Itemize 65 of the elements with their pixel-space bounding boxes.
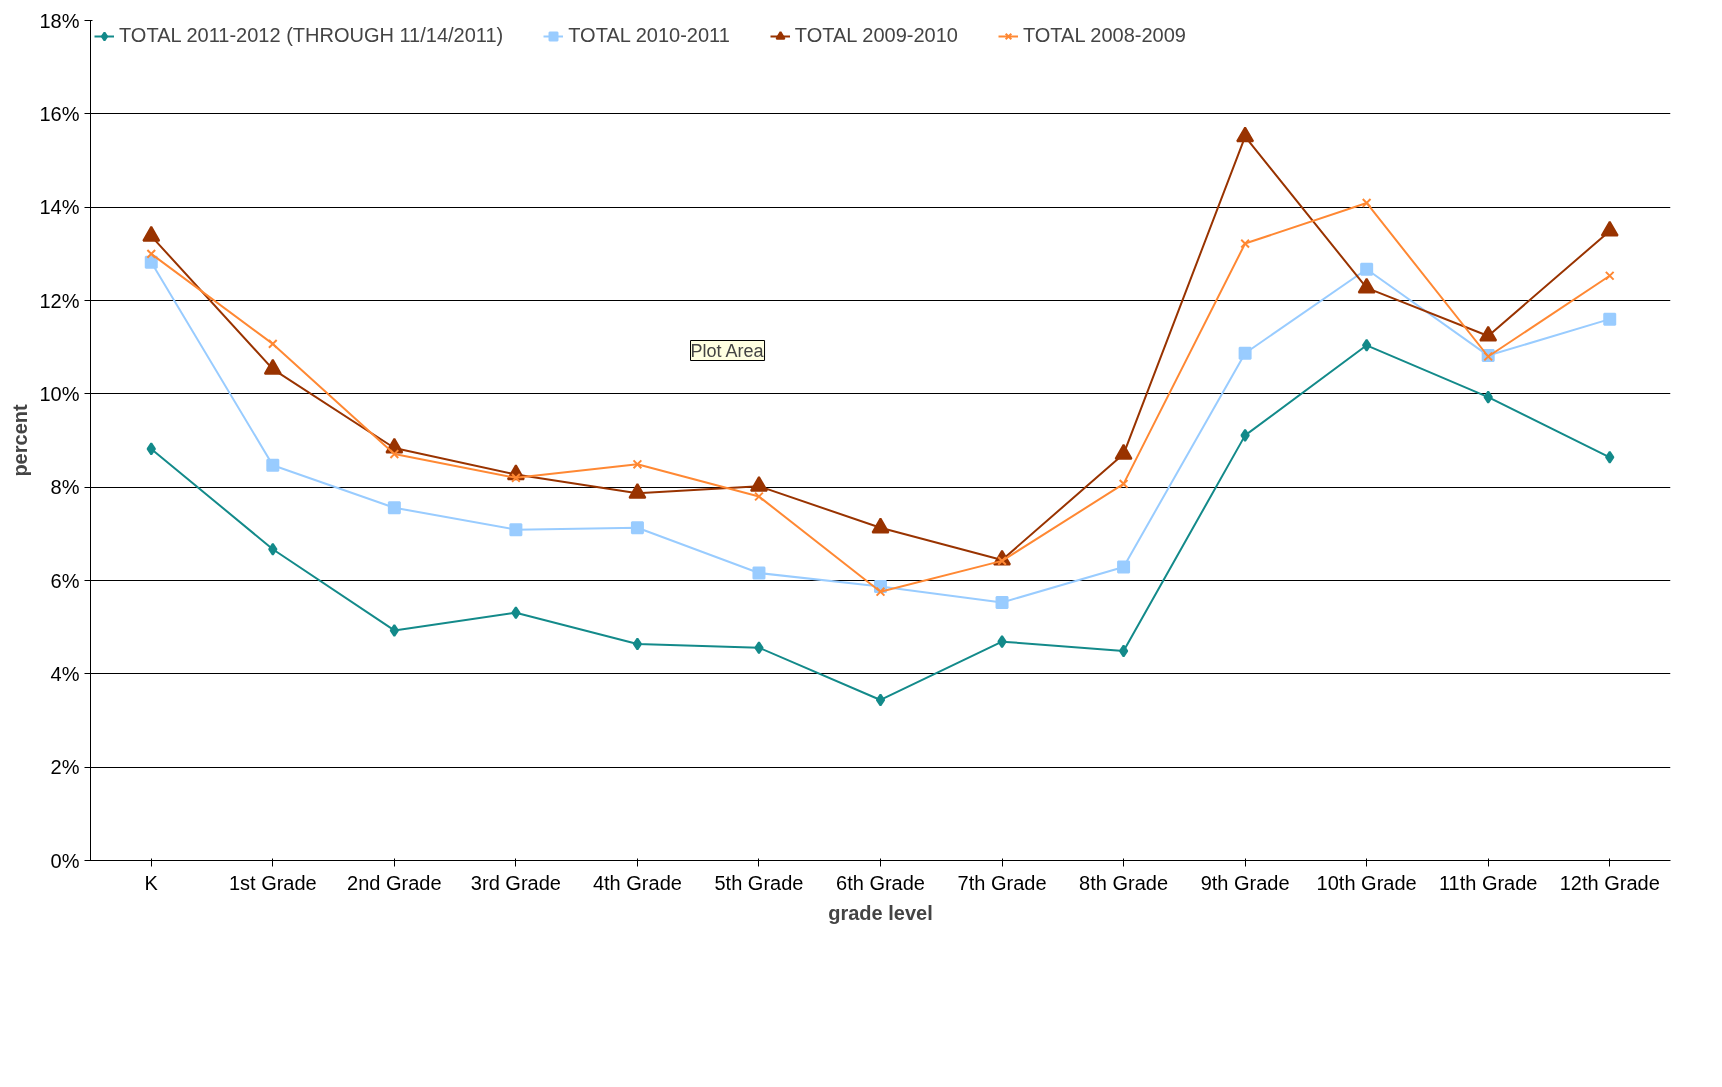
point	[1603, 312, 1617, 326]
point	[1604, 270, 1615, 281]
x-tick-label: 8th Grade	[1079, 871, 1169, 894]
x-tick-label: K	[144, 871, 159, 894]
point	[1236, 126, 1255, 143]
y-tick-label: 18%	[39, 9, 80, 32]
y-axis-title: percent	[9, 404, 32, 477]
y-tick-label: 8%	[50, 476, 80, 499]
x-tick-label: 2nd Grade	[347, 871, 442, 894]
point	[146, 442, 156, 456]
x-tick-label: 10th Grade	[1316, 871, 1417, 894]
y-tick-label: 12%	[39, 289, 80, 312]
point	[752, 566, 766, 580]
legend-label: TOTAL 2008-2009	[1022, 24, 1186, 47]
legend-label: TOTAL 2010-2011	[568, 24, 730, 47]
x-tick-label: 7th Grade	[957, 871, 1047, 894]
point	[1361, 198, 1372, 208]
x-tick-label: 9th Grade	[1200, 871, 1290, 894]
x-axis-title: grade level	[828, 901, 933, 924]
point	[630, 521, 644, 535]
point	[1118, 644, 1129, 658]
x-tick-label: 11th Grade	[1438, 871, 1538, 894]
point	[1240, 238, 1250, 249]
y-tick-label: 14%	[39, 196, 80, 219]
point	[1360, 262, 1374, 276]
point	[1238, 346, 1252, 360]
x-tick-label: 3rd Grade	[470, 871, 561, 894]
x-tick-label: 12th Grade	[1559, 871, 1660, 894]
x-tick-label: 6th Grade	[836, 871, 925, 894]
point	[995, 595, 1009, 609]
point	[875, 693, 886, 707]
point	[268, 542, 278, 556]
point	[509, 523, 523, 537]
point	[144, 255, 158, 269]
point	[1117, 560, 1131, 574]
y-tick-label: 0%	[50, 849, 80, 872]
point	[632, 637, 643, 651]
point	[1483, 390, 1493, 404]
x-tick-label: 5th Grade	[714, 871, 804, 894]
point	[754, 491, 764, 502]
x-tick-label: 4th Grade	[592, 871, 682, 894]
point	[875, 586, 886, 597]
point	[387, 501, 401, 515]
y-tick-label: 4%	[50, 662, 80, 685]
point	[389, 623, 400, 637]
y-tick-label: 10%	[39, 382, 80, 405]
point	[511, 606, 521, 620]
point	[1240, 428, 1250, 442]
y-tick-label: 2%	[50, 756, 80, 779]
x-tick-label: 1st Grade	[228, 871, 317, 894]
point	[266, 458, 280, 472]
point	[632, 459, 643, 470]
annotation: Plot Area	[690, 340, 765, 361]
point	[389, 449, 400, 459]
point	[267, 339, 278, 349]
y-tick-label: 6%	[50, 569, 80, 592]
point	[754, 641, 764, 655]
point	[1118, 479, 1129, 489]
legend-label: TOTAL 2009-2010	[794, 24, 958, 47]
legend-label: TOTAL 2011-2012 (THROUGH 11/14/2011)	[119, 24, 504, 47]
y-tick-label: 16%	[39, 102, 80, 125]
point	[146, 248, 157, 259]
point	[1361, 338, 1372, 352]
point	[1605, 450, 1615, 464]
point	[997, 635, 1007, 649]
